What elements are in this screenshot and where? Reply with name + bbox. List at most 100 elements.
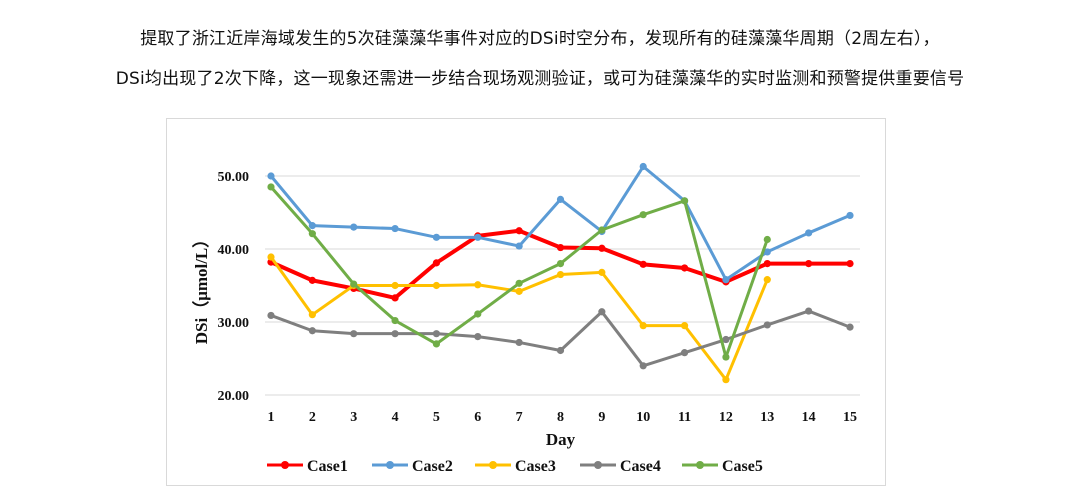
legend-label: Case4 [620,458,661,475]
data-point [432,340,441,348]
data-point [515,338,523,347]
data-point [515,242,523,250]
y-tick-label: 20.00 [218,389,250,404]
data-point [763,248,771,256]
legend-item-case1: Case1 [267,458,348,475]
x-tick-label: 1 [268,410,275,425]
y-tick-label: 50.00 [218,170,250,185]
data-point [763,276,771,284]
caption-line-2: DSi均出现了2次下降，这一现象还需进一步结合现场观测验证，或可为硅藻藻华的实时… [115,69,965,89]
data-point [556,260,565,268]
data-point [474,333,482,341]
legend-item-case3: Case3 [475,458,556,475]
legend: Case1 Case2 Case3 Case4 Case5 [267,458,763,475]
data-point [391,330,399,338]
x-tick-label: 13 [760,410,774,425]
y-tick-label: 30.00 [218,316,250,331]
data-point [722,353,730,361]
series-case4 [267,307,854,370]
data-point [639,322,647,330]
data-point [722,276,730,284]
data-point [432,233,441,241]
data-point [722,335,730,344]
data-point [556,243,565,252]
data-point [515,227,523,235]
data-point [680,322,689,330]
data-point [391,316,399,325]
data-point [391,281,399,290]
data-point [308,276,316,284]
data-point [598,244,606,252]
data-point [846,260,854,268]
series-case5 [267,183,771,361]
data-point [639,260,647,268]
x-axis-title: Day [546,430,576,449]
x-tick-label: 10 [636,410,650,425]
data-point [680,197,689,205]
x-tick-label: 5 [433,410,440,425]
x-tick-label: 12 [719,410,733,425]
data-point [350,330,358,338]
data-point [474,310,482,318]
data-point [350,280,358,288]
data-point [639,211,647,219]
data-point [267,311,275,320]
x-tick-label: 9 [598,410,605,425]
data-point [805,260,813,268]
data-point [639,362,647,370]
data-point [432,259,441,267]
data-point [805,307,813,315]
data-point [308,222,316,230]
x-tick-label: 4 [392,410,399,425]
x-tick-label: 7 [516,410,523,425]
data-point [763,321,771,329]
chart-frame: 20.00 30.00 40.00 50.00 1 2 3 4 5 6 7 8 9 10 11 12 13 14… [166,118,886,486]
data-point [680,264,689,272]
y-tick-labels: 20.00 30.00 40.00 50.00 [218,170,250,404]
data-point [308,327,316,335]
y-axis-title: DSi（μmol/L） [191,231,211,345]
legend-marker [489,461,497,469]
x-tick-label: 8 [557,410,564,425]
x-tick-label: 15 [843,410,857,425]
legend-marker [281,461,289,469]
data-point [763,235,771,244]
data-point [515,287,523,295]
data-point [350,223,358,231]
data-point [846,211,854,220]
x-tick-labels: 1 2 3 4 5 6 7 8 9 10 11 12 13 14 15 [268,410,858,425]
y-tick-label: 40.00 [218,243,250,258]
legend-item-case5: Case5 [682,458,763,475]
x-tick-label: 3 [350,410,357,425]
caption-line-1: 提取了浙江近岸海域发生的5次硅藻藻华事件对应的DSi时空分布，发现所有的硅藻藻华… [140,29,940,49]
data-point [432,281,441,290]
series-case1 [267,227,854,302]
legend-label: Case5 [722,458,763,475]
data-point [556,346,565,355]
x-tick-label: 11 [678,410,691,425]
x-tick-label: 2 [309,410,316,425]
series-line [270,309,851,368]
x-tick-label: 6 [474,410,481,425]
data-point [267,183,275,191]
data-point [391,294,399,302]
data-point [308,230,316,238]
data-point [267,172,275,180]
data-point [763,260,771,268]
data-point [598,226,606,234]
data-point [846,323,854,331]
data-point [805,229,813,237]
data-point [680,349,689,357]
legend-label: Case3 [515,458,556,475]
legend-label: Case1 [307,458,348,475]
data-point [308,311,316,319]
legend-label: Case2 [412,458,453,475]
legend-marker [594,461,602,469]
data-point [598,308,606,316]
legend-item-case4: Case4 [580,458,661,475]
data-point [267,253,275,261]
data-point [556,270,565,279]
legend-marker [386,461,394,469]
series-lines [267,162,854,384]
